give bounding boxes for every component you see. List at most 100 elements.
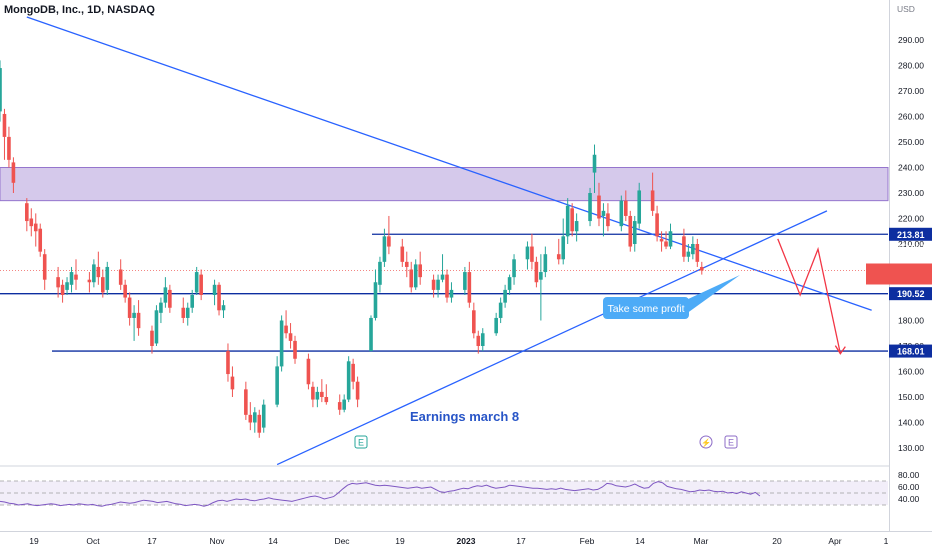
candle bbox=[185, 302, 190, 326]
candle bbox=[275, 356, 279, 408]
rsi-tick-label: 60.00 bbox=[898, 482, 920, 492]
svg-text:E: E bbox=[728, 438, 734, 448]
candle bbox=[561, 218, 566, 265]
candle-body bbox=[261, 404, 266, 428]
time-tick-label: 2023 bbox=[457, 536, 476, 546]
candle bbox=[691, 236, 695, 260]
candle bbox=[252, 407, 257, 433]
candle-body bbox=[355, 381, 360, 400]
candle bbox=[534, 256, 539, 288]
candle-body bbox=[257, 414, 262, 433]
candle bbox=[127, 292, 132, 326]
candle bbox=[373, 269, 378, 321]
earnings-annotation[interactable]: Earnings march 8 bbox=[410, 409, 519, 424]
candle-body bbox=[695, 244, 700, 262]
candle-body bbox=[275, 366, 279, 405]
candle bbox=[556, 238, 561, 265]
candle-body bbox=[655, 213, 659, 237]
price-tick-label: 160.00 bbox=[898, 367, 924, 377]
candle-body bbox=[248, 414, 253, 423]
symbol-title: MongoDB, Inc., 1D, NASDAQ bbox=[4, 4, 155, 16]
take-profit-callout[interactable]: Take some profit bbox=[603, 297, 689, 319]
candle-body bbox=[413, 264, 418, 288]
candle bbox=[592, 144, 597, 193]
candle bbox=[101, 269, 105, 298]
candle-body bbox=[2, 113, 7, 137]
candle-body bbox=[382, 236, 387, 262]
current-price-countdown: 04:25:22 bbox=[897, 253, 930, 263]
earnings-marker-icon[interactable]: E bbox=[354, 435, 368, 449]
candle bbox=[570, 203, 574, 237]
candle-body bbox=[11, 162, 16, 183]
ascending-trendline bbox=[276, 210, 828, 466]
time-tick-label: 19 bbox=[29, 536, 39, 546]
candle bbox=[65, 277, 69, 295]
time-tick-label: Oct bbox=[86, 536, 100, 546]
candle-body bbox=[561, 236, 566, 260]
candle-body bbox=[619, 200, 624, 227]
candle bbox=[574, 213, 579, 242]
candle-body bbox=[369, 317, 373, 352]
candle-body bbox=[565, 205, 570, 237]
dividend-marker-icon[interactable]: ⚡ bbox=[699, 435, 713, 449]
candle bbox=[56, 266, 60, 298]
candle-body bbox=[221, 305, 226, 311]
candle-body bbox=[288, 333, 293, 341]
time-tick-label: 20 bbox=[772, 536, 782, 546]
currency-label: USD bbox=[897, 4, 915, 14]
candle bbox=[467, 261, 472, 308]
price-tick-label: 290.00 bbox=[898, 35, 924, 45]
candle-body bbox=[60, 284, 65, 295]
candle-body bbox=[650, 190, 655, 211]
candle-body bbox=[212, 284, 217, 295]
candle-body bbox=[284, 325, 288, 334]
candle-body bbox=[337, 402, 342, 410]
candle-body bbox=[592, 154, 597, 173]
svg-text:⚡: ⚡ bbox=[701, 438, 711, 448]
candle bbox=[463, 266, 467, 295]
price-tick-label: 240.00 bbox=[898, 163, 924, 173]
candle-body bbox=[404, 261, 409, 267]
candle bbox=[664, 231, 668, 250]
candle bbox=[650, 172, 655, 216]
candle bbox=[221, 300, 226, 318]
candle-body bbox=[480, 333, 485, 346]
candle-body bbox=[440, 274, 445, 280]
candle bbox=[606, 203, 610, 232]
candle bbox=[168, 284, 172, 313]
candle-body bbox=[409, 269, 414, 288]
candle-body bbox=[69, 272, 74, 285]
candle-body bbox=[74, 274, 78, 280]
candle bbox=[476, 330, 481, 354]
candle bbox=[212, 279, 217, 306]
candle-body bbox=[543, 254, 548, 273]
candle bbox=[404, 251, 409, 278]
candle bbox=[530, 233, 534, 270]
candle-body bbox=[38, 228, 43, 252]
candle-body bbox=[418, 264, 422, 278]
candle-body bbox=[503, 289, 507, 303]
candle-body bbox=[624, 200, 628, 216]
candle bbox=[686, 244, 691, 262]
candle bbox=[525, 241, 530, 270]
candle-body bbox=[127, 297, 132, 318]
candle bbox=[226, 343, 230, 382]
rsi-line bbox=[0, 481, 761, 507]
upcoming-earnings-marker-icon[interactable]: E bbox=[724, 435, 738, 449]
candle bbox=[597, 182, 601, 227]
candle-body bbox=[668, 231, 673, 247]
time-tick-label: Feb bbox=[580, 536, 595, 546]
candle-body bbox=[507, 277, 512, 290]
candle bbox=[601, 203, 606, 237]
candle-body bbox=[315, 391, 320, 400]
candle-body bbox=[56, 277, 60, 288]
price-tick-label: 130.00 bbox=[898, 443, 924, 453]
time-tick-label: Nov bbox=[209, 536, 225, 546]
price-tick-label: 260.00 bbox=[898, 112, 924, 122]
candle bbox=[257, 409, 262, 438]
candle bbox=[150, 325, 154, 354]
candle bbox=[498, 297, 503, 324]
candle-body bbox=[92, 264, 96, 283]
candle bbox=[199, 269, 203, 301]
